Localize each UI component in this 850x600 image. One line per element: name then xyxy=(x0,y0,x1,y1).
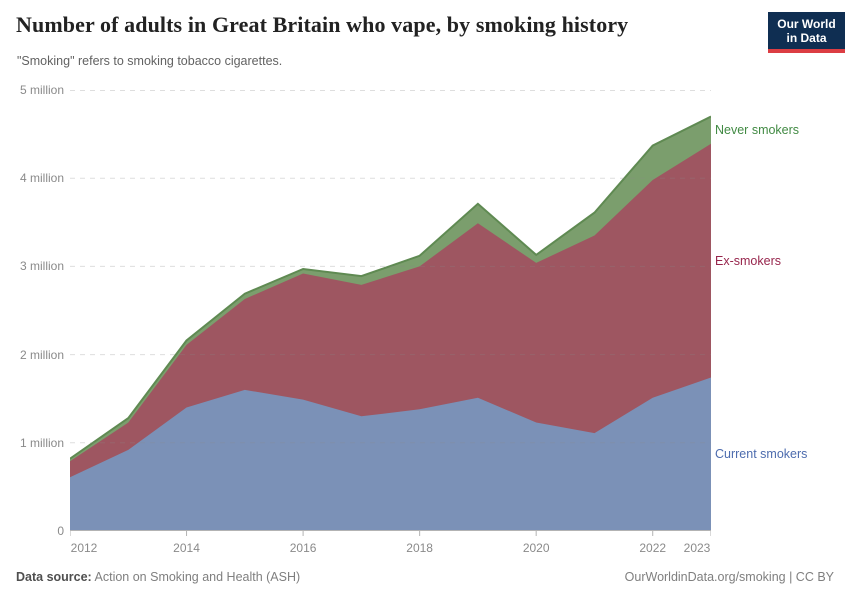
data-source-value: Action on Smoking and Health (ASH) xyxy=(91,570,301,584)
x-tick-label-2022: 2022 xyxy=(639,541,667,555)
y-tick-label-4-million: 4 million xyxy=(19,171,64,186)
series-label-never-smokers: Never smokers xyxy=(715,123,800,138)
x-tick-label-2023: 2023 xyxy=(683,541,711,555)
data-source-label: Data source: xyxy=(16,570,92,584)
x-tick-label-2014: 2014 xyxy=(173,541,200,555)
series-label-ex-smokers: Ex-smokers xyxy=(715,253,781,268)
series-label-current-smokers: Current smokers xyxy=(715,447,808,462)
x-tick-label-2018: 2018 xyxy=(406,541,433,555)
x-tick-label-2020: 2020 xyxy=(522,541,550,555)
y-tick-label-1-million: 1 million xyxy=(19,435,64,450)
data-source-note: Data source: Action on Smoking and Healt… xyxy=(16,570,300,584)
y-tick-label-3-million: 3 million xyxy=(19,259,64,274)
page-title: Number of adults in Great Britain who va… xyxy=(16,12,629,37)
owid-logo-line2: in Data xyxy=(786,30,827,45)
area-current-smokers[interactable] xyxy=(70,377,711,532)
x-tick-label-2016: 2016 xyxy=(289,541,317,555)
y-tick-label-0: 0 xyxy=(57,524,64,538)
owid-logo[interactable]: Our World in Data xyxy=(768,12,845,53)
stacked-area-chart[interactable] xyxy=(70,90,711,540)
y-tick-label-5-million: 5 million xyxy=(19,83,64,97)
y-tick-label-2-million: 2 million xyxy=(19,347,64,362)
credit-link[interactable]: OurWorldinData.org/smoking | CC BY xyxy=(624,570,834,584)
owid-logo-line1: Our World xyxy=(777,16,836,31)
total-top-edge xyxy=(70,115,711,460)
x-tick-label-2012: 2012 xyxy=(70,541,98,555)
chart-subtitle: "Smoking" refers to smoking tobacco ciga… xyxy=(17,54,283,68)
